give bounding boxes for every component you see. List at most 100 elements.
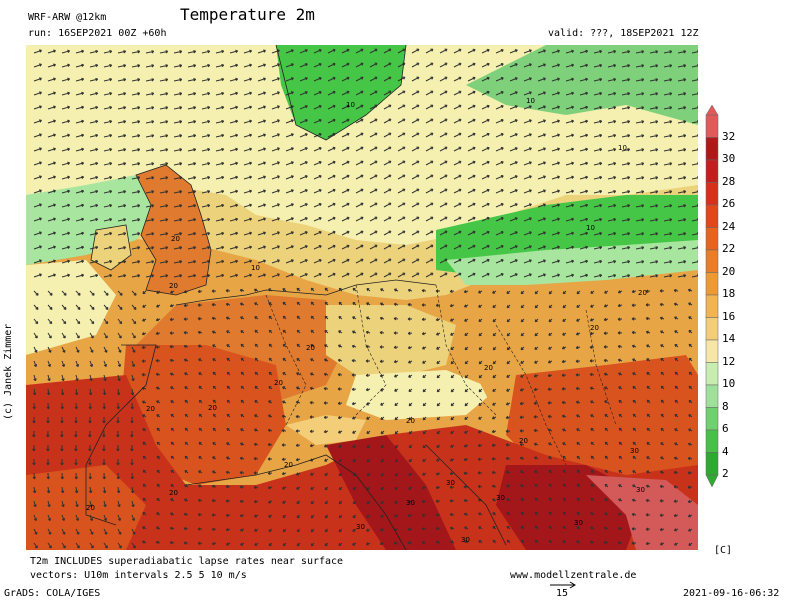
wind-arrow-icon [383,90,392,96]
wind-arrow-icon [481,132,490,138]
wind-arrow-icon [341,146,350,152]
wind-arrow-icon [131,232,141,236]
wind-arrow-icon [313,273,322,278]
wind-arrow-icon [173,50,183,54]
wind-arrow-icon [621,190,631,194]
wind-arrow-icon [170,400,175,404]
wind-arrow-icon [691,246,698,250]
wind-arrow-icon [534,456,539,460]
wind-arrow-icon [268,371,273,376]
wind-arrow-icon [439,118,448,124]
wind-arrow-icon [495,133,504,138]
wind-arrow-icon [253,485,259,490]
wind-arrow-icon [565,147,575,152]
wind-arrow-icon [338,458,343,462]
wind-arrow-icon [310,315,315,320]
wind-arrow-icon [229,147,239,152]
wind-arrow-icon [575,332,581,336]
wind-arrow-icon [547,387,553,391]
wind-arrow-icon [130,459,134,466]
wind-arrow-icon [281,471,287,476]
wind-arrow-icon [313,91,322,96]
wind-arrow-icon [243,91,253,96]
wind-arrow-icon [463,304,469,308]
wind-arrow-icon [478,318,483,322]
wind-arrow-icon [295,472,301,476]
wind-arrow-icon [131,78,141,82]
wind-arrow-icon [621,78,631,82]
wind-arrow-icon [646,427,651,432]
wind-arrow-icon [309,415,314,419]
wind-arrow-icon [674,413,679,418]
wind-arrow-icon [243,119,253,124]
wind-arrow-icon [607,245,617,250]
wind-arrow-icon [618,399,623,404]
wind-arrow-icon [495,175,504,180]
wind-arrow-icon [33,346,38,353]
wind-arrow-icon [589,372,595,377]
wind-arrow-icon [453,118,462,124]
wind-arrow-icon [677,246,687,250]
wind-arrow-icon [565,91,575,96]
wind-arrow-icon [324,330,329,334]
wind-arrow-icon [257,189,266,194]
wind-arrow-icon [323,415,329,420]
wind-arrow-icon [397,174,406,180]
wind-arrow-icon [89,105,99,110]
wind-arrow-icon [352,287,357,292]
wind-arrow-icon [324,486,329,491]
wind-arrow-icon [352,430,357,434]
wind-arrow-icon [131,64,141,68]
contour-label: 20 [169,489,178,497]
wind-arrow-icon [131,290,137,296]
wind-arrow-icon [509,133,518,138]
wind-arrow-icon [89,147,99,152]
wind-arrow-icon [635,190,645,194]
wind-arrow-icon [327,48,336,54]
wind-arrow-icon [145,120,155,124]
wind-arrow-icon [187,92,197,96]
wind-arrow-icon [229,175,239,180]
wind-arrow-icon [506,511,511,516]
wind-arrow-icon [173,64,183,68]
wind-arrow-icon [561,359,567,364]
wind-arrow-icon [32,402,36,410]
wind-arrow-icon [450,346,455,350]
wind-arrow-icon [677,120,687,124]
wind-arrow-icon [239,302,245,306]
wind-arrow-icon [621,134,631,138]
wind-arrow-icon [481,104,490,110]
wind-arrow-icon [239,470,245,475]
wind-arrow-icon [421,486,427,490]
wind-arrow-icon [547,414,553,419]
contour-label: 10 [618,144,627,152]
wind-arrow-icon [198,372,203,376]
wind-arrow-icon [243,259,253,264]
wind-arrow-icon [688,329,693,334]
wind-arrow-icon [271,105,280,110]
wind-arrow-icon [407,345,413,350]
wind-arrow-icon [271,147,280,152]
wind-arrow-icon [61,49,71,54]
wind-arrow-icon [393,541,399,545]
wind-arrow-icon [674,343,679,348]
wind-arrow-icon [453,146,462,152]
wind-arrow-icon [408,486,413,490]
wind-arrow-icon [197,289,203,294]
wind-arrow-icon [673,499,679,503]
wind-arrow-icon [492,346,497,351]
wind-arrow-icon [369,132,378,138]
wind-arrow-icon [61,514,66,521]
wind-arrow-icon [439,62,448,68]
wind-arrow-icon [47,119,56,124]
wind-arrow-icon [439,174,448,180]
wind-arrow-icon [323,372,329,377]
wind-arrow-icon [383,258,392,264]
wind-arrow-icon [621,232,631,236]
wind-arrow-icon [576,428,581,432]
wind-arrow-icon [47,105,56,110]
wind-arrow-icon [355,62,364,68]
wind-arrow-icon [33,245,42,250]
wind-arrow-icon [562,469,567,474]
wind-arrow-icon [131,332,136,339]
